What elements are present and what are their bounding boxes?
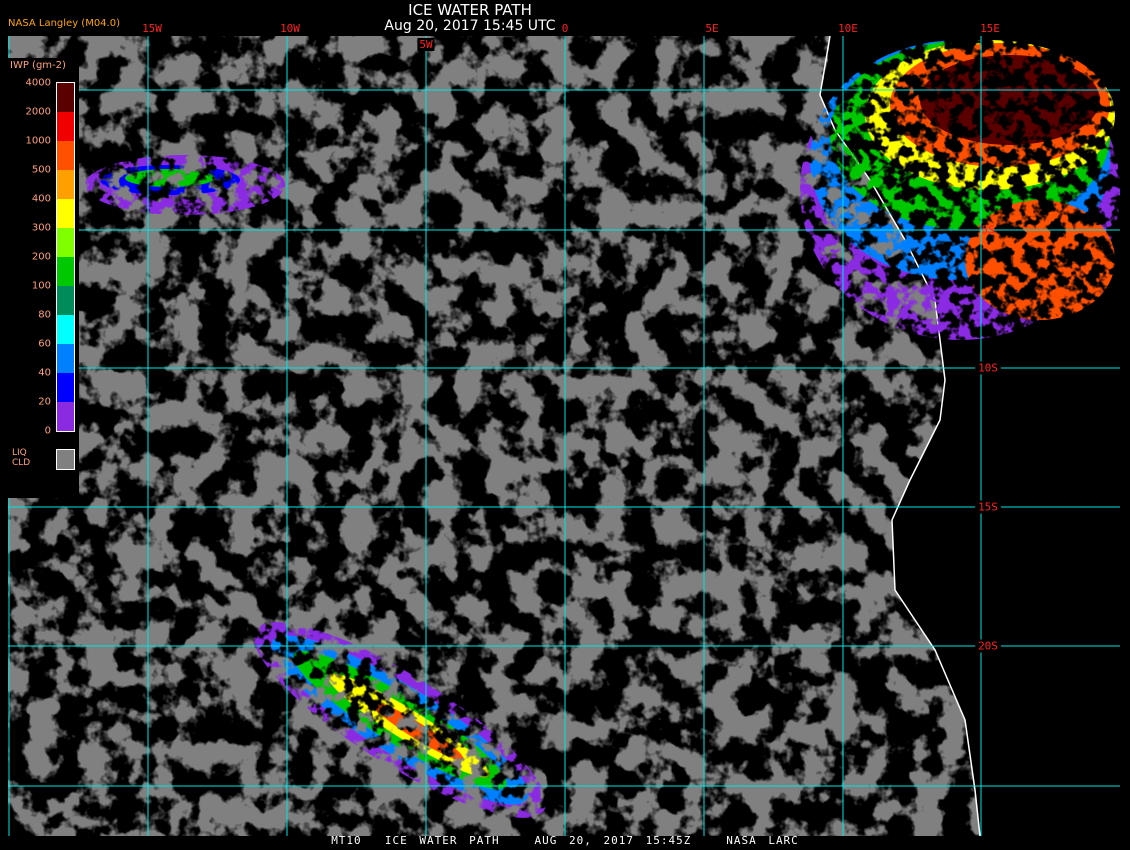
lon-label-0: 0: [561, 22, 569, 35]
legend-swatch: [57, 344, 74, 373]
legend-swatch: [57, 141, 74, 170]
legend-tick-label: 100: [31, 280, 51, 292]
legend-tick-label: 4000: [25, 77, 51, 89]
legend-tick-label: 1000: [25, 135, 51, 147]
legend-cld-text: CLD: [12, 458, 31, 468]
legend-liquid-label: LIQ CLD: [12, 448, 30, 468]
map-title: ICE WATER PATH: [408, 1, 532, 19]
lat-label-15s: 15S: [975, 500, 1001, 514]
lat-label-10s: 10S: [975, 361, 1001, 375]
legend-swatch: [57, 315, 74, 344]
lon-label-15w: 15W: [142, 22, 162, 35]
legend-swatch: [57, 83, 74, 112]
lon-label-15e: 15E: [980, 22, 1000, 35]
legend-swatch: [57, 199, 74, 228]
legend-tick-label: 0: [44, 425, 51, 437]
legend-swatch: [57, 402, 74, 431]
legend-liquid-swatch: [56, 449, 75, 470]
legend-tick-label: 60: [38, 338, 51, 350]
legend-tick-label: 80: [38, 309, 51, 321]
legend-tick-label: 300: [31, 222, 51, 234]
lat-label-20s: 20S: [975, 639, 1001, 653]
ice-cloud-northwest: [85, 155, 285, 215]
color-legend: IWP (gm-2) 4000 2000 1000 500 400 300 200 100 80…: [8, 58, 79, 498]
legend-liq-text: LIQ: [12, 448, 27, 458]
legend-tick-label: 20: [38, 396, 51, 408]
ice-cloud-northeast: [800, 40, 1120, 340]
lon-label-10e: 10E: [838, 22, 858, 35]
lon-label-5w: 5W: [417, 38, 435, 51]
legend-swatch: [57, 373, 74, 402]
legend-title: IWP (gm-2): [10, 60, 66, 71]
legend-swatch: [57, 286, 74, 315]
legend-swatch: [57, 112, 74, 141]
legend-tick-label: 500: [31, 164, 51, 176]
legend-tick-label: 400: [31, 193, 51, 205]
legend-swatch: [57, 170, 74, 199]
map-datetime: Aug 20, 2017 15:45 UTC: [384, 18, 556, 34]
legend-tick-label: 200: [31, 251, 51, 263]
legend-tick-label: 2000: [25, 106, 51, 118]
lat-lon-grid: [8, 36, 1120, 836]
credit-label: NASA Langley (M04.0): [8, 18, 120, 29]
legend-swatch: [57, 228, 74, 257]
lat-label-5s: 5S: [981, 223, 995, 237]
ice-cloud-southwest: [253, 622, 547, 818]
legend-swatch: [57, 257, 74, 286]
legend-tick-label: 40: [38, 367, 51, 379]
lon-label-10w: 10W: [280, 22, 300, 35]
lon-label-5e: 5E: [705, 22, 719, 35]
legend-color-bar: [56, 82, 75, 432]
footer-caption: MT10 ICE WATER PATH AUG 20, 2017 15:45Z …: [331, 834, 799, 847]
